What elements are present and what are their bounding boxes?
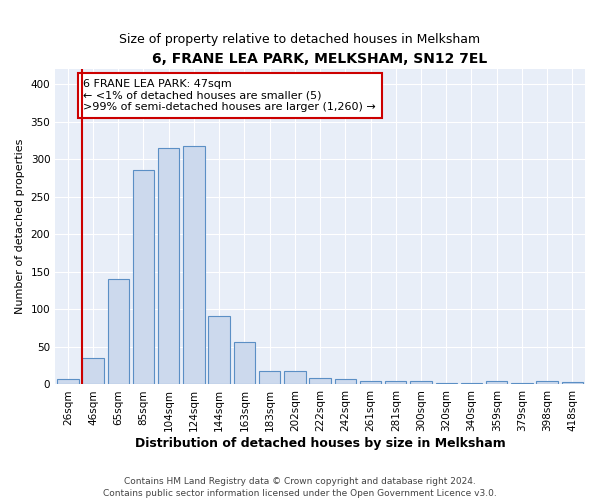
Text: Size of property relative to detached houses in Melksham: Size of property relative to detached ho… bbox=[119, 32, 481, 46]
Bar bbox=[82, 358, 104, 384]
Bar bbox=[436, 383, 457, 384]
Bar bbox=[360, 382, 381, 384]
Bar bbox=[310, 378, 331, 384]
Bar bbox=[208, 316, 230, 384]
Bar bbox=[536, 382, 558, 384]
Bar bbox=[284, 371, 305, 384]
Bar bbox=[158, 148, 179, 384]
Text: 6 FRANE LEA PARK: 47sqm
← <1% of detached houses are smaller (5)
>99% of semi-de: 6 FRANE LEA PARK: 47sqm ← <1% of detache… bbox=[83, 79, 376, 112]
Bar bbox=[233, 342, 255, 384]
Bar bbox=[107, 280, 129, 384]
Bar bbox=[461, 383, 482, 384]
Bar bbox=[486, 382, 508, 384]
Bar bbox=[183, 146, 205, 384]
Bar bbox=[511, 383, 533, 384]
Bar bbox=[385, 382, 406, 384]
Y-axis label: Number of detached properties: Number of detached properties bbox=[15, 139, 25, 314]
X-axis label: Distribution of detached houses by size in Melksham: Distribution of detached houses by size … bbox=[135, 437, 505, 450]
Bar bbox=[562, 382, 583, 384]
Bar bbox=[57, 379, 79, 384]
Bar bbox=[410, 382, 432, 384]
Title: 6, FRANE LEA PARK, MELKSHAM, SN12 7EL: 6, FRANE LEA PARK, MELKSHAM, SN12 7EL bbox=[152, 52, 488, 66]
Bar bbox=[335, 379, 356, 384]
Text: Contains HM Land Registry data © Crown copyright and database right 2024.
Contai: Contains HM Land Registry data © Crown c… bbox=[103, 476, 497, 498]
Bar bbox=[133, 170, 154, 384]
Bar bbox=[259, 371, 280, 384]
